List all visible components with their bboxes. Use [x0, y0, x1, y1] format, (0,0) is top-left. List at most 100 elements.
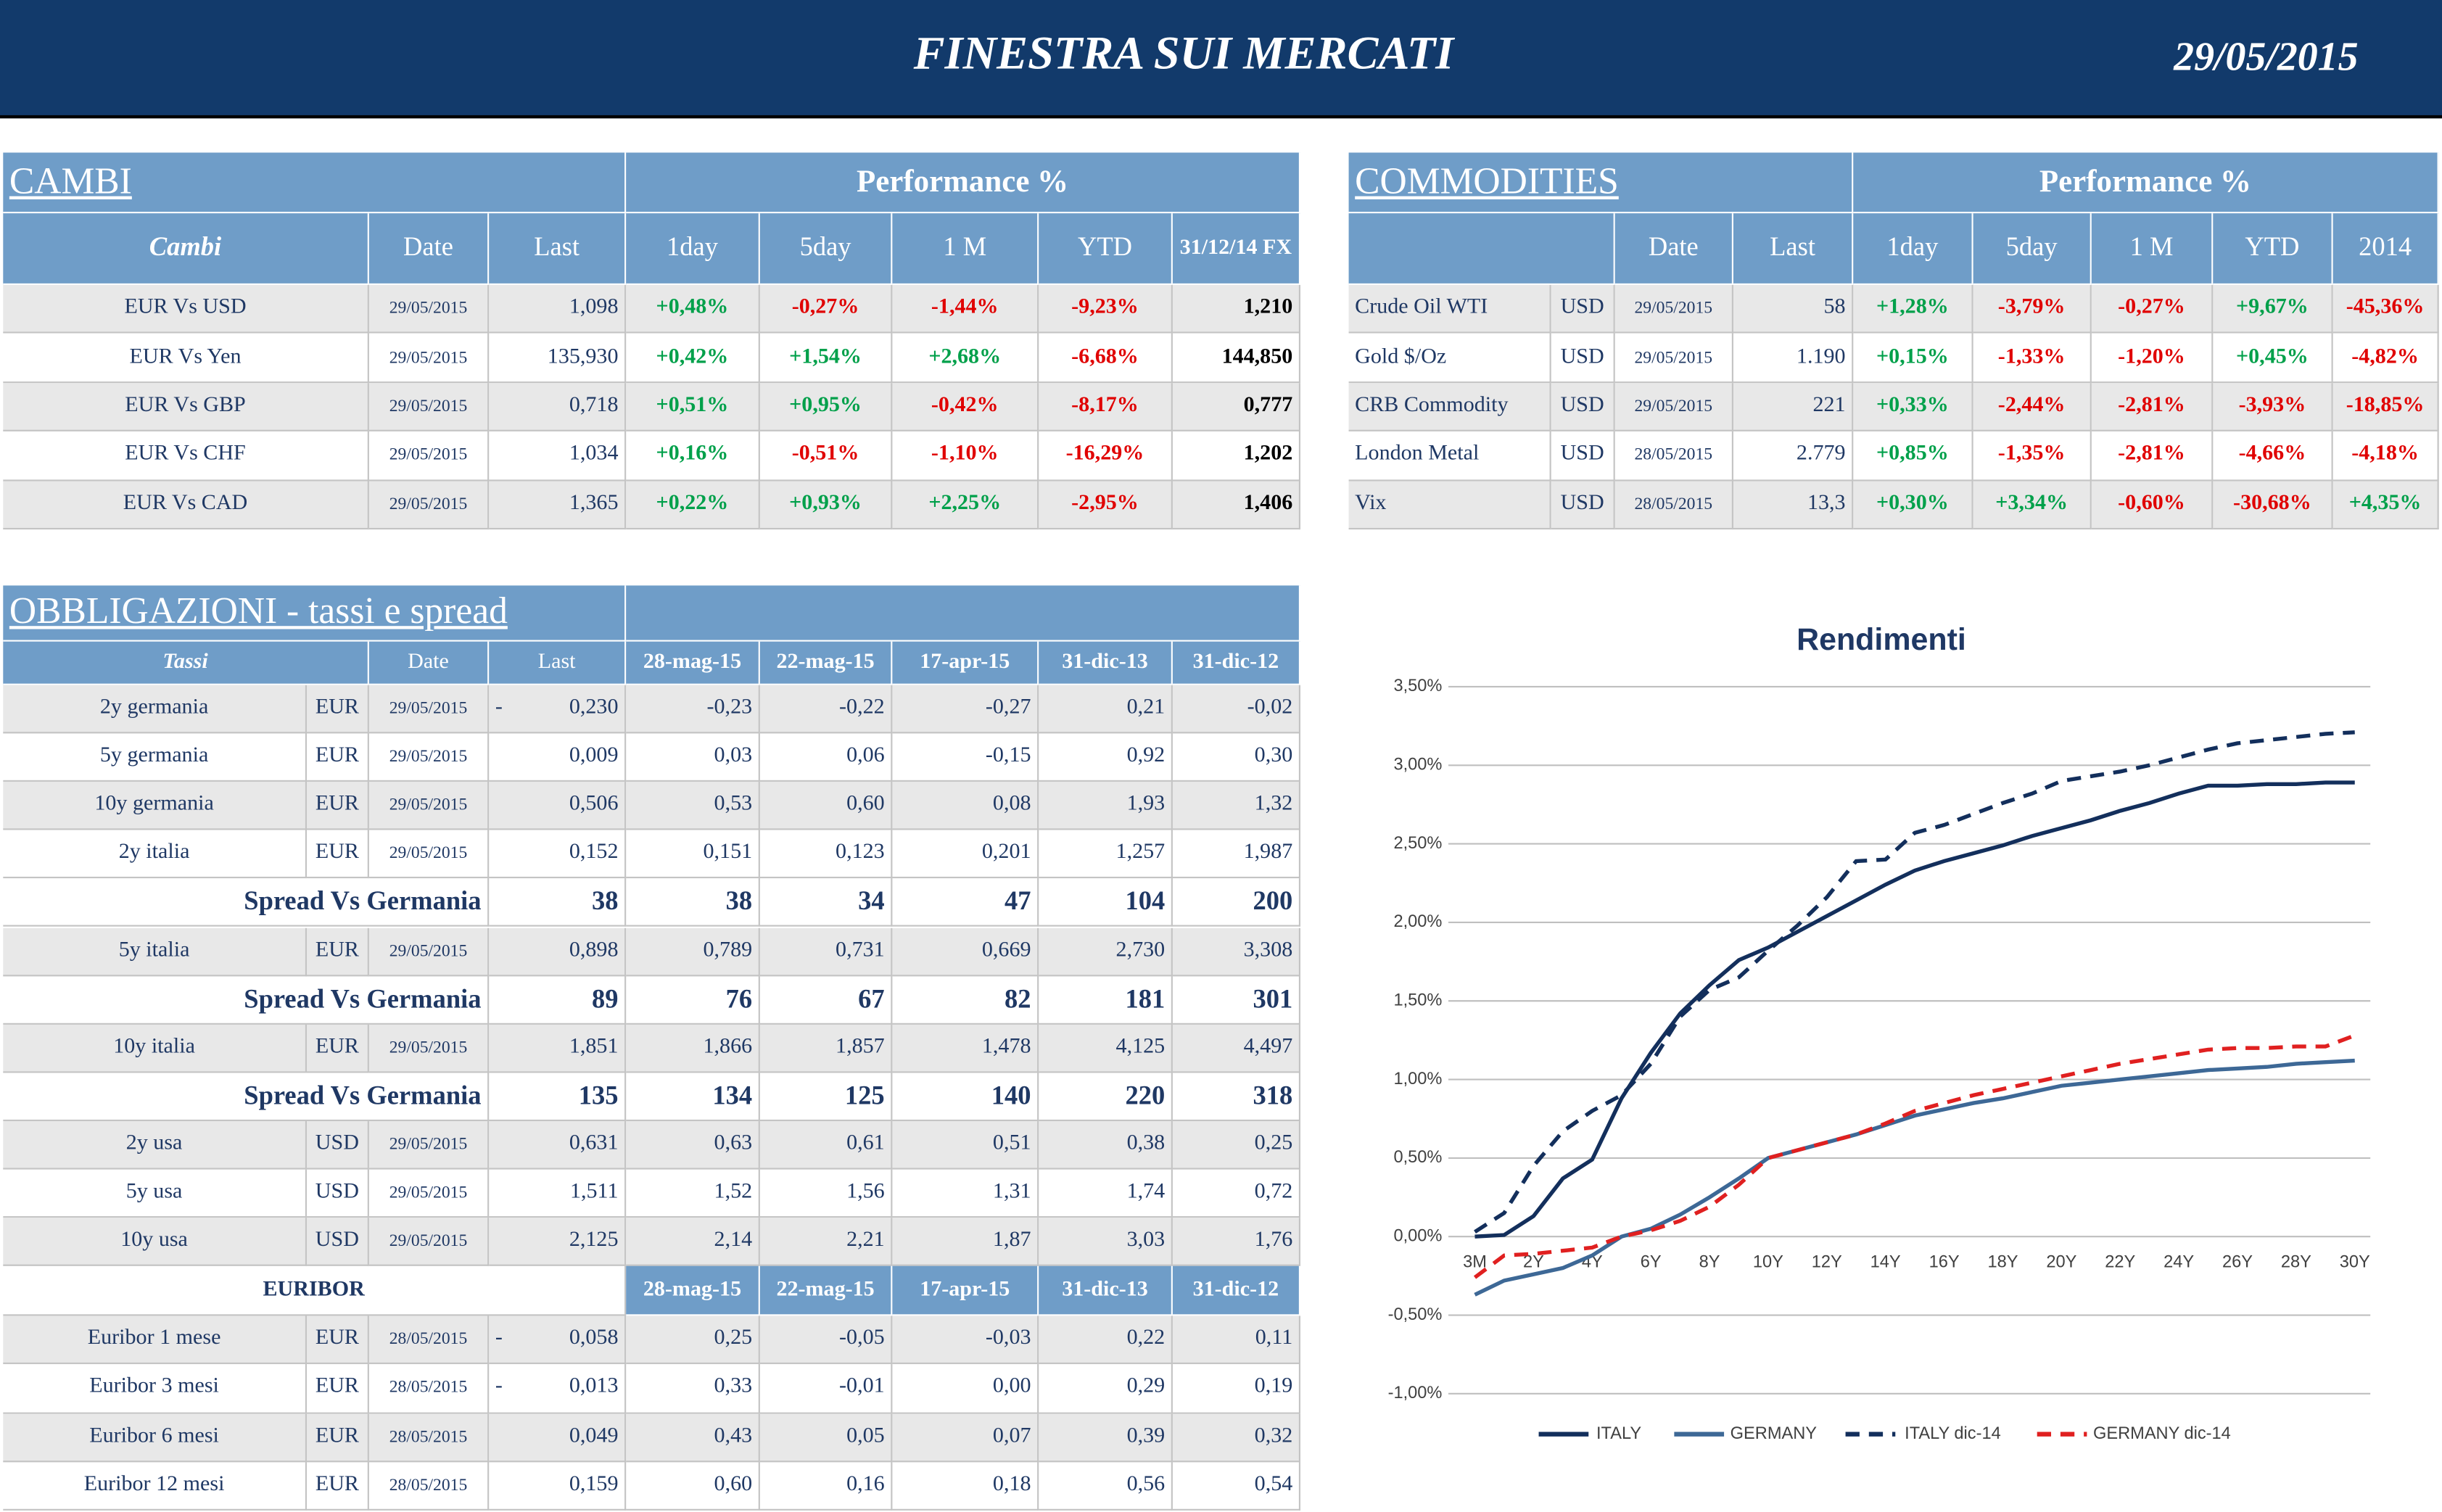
table-cell: 0,16 [759, 1462, 893, 1511]
column-header: Tassi [3, 641, 369, 685]
table-cell: 29/05/2015 [368, 382, 490, 432]
table-cell: EUR Vs Yen [3, 334, 369, 383]
x-tick-label: 20Y [2046, 1253, 2076, 1272]
table-cell: -0,42% [892, 382, 1039, 432]
column-header: 1 M [892, 213, 1039, 285]
x-tick-label: 26Y [2222, 1253, 2253, 1272]
spread-label: Spread Vs Germania [3, 975, 490, 1025]
table-cell: 89 [489, 975, 627, 1025]
table-cell: 2y italia [3, 830, 308, 879]
column-header: Date [1614, 213, 1733, 285]
table-cell: 29/05/2015 [1614, 284, 1733, 334]
table-cell: -45,36% [2332, 284, 2439, 334]
table-cell: 144,850 [1172, 334, 1301, 383]
table-cell: 0,30 [1172, 733, 1301, 782]
table-cell: 0,61 [759, 1120, 893, 1170]
table-cell: 0,058- [489, 1315, 627, 1365]
table-cell: 29/05/2015 [1614, 334, 1733, 383]
table-cell: 29/05/2015 [368, 830, 490, 879]
table-cell: +0,16% [626, 431, 760, 481]
table-cell: 0,08 [892, 782, 1039, 831]
table-cell: 1,406 [1172, 480, 1301, 530]
header-bar [0, 0, 2442, 119]
table-cell: 29/05/2015 [368, 1120, 490, 1170]
x-tick-label: 18Y [1987, 1253, 2018, 1272]
table-cell: -0,03 [892, 1315, 1039, 1365]
table-cell: 1,478 [892, 1024, 1039, 1073]
table-cell: -0,01 [759, 1364, 893, 1413]
table-cell: EUR [307, 1315, 369, 1365]
table-cell: 200 [1172, 878, 1301, 928]
table-cell: 0,92 [1039, 733, 1173, 782]
table-cell: +0,15% [1853, 334, 1973, 383]
table-cell: 1,32 [1172, 782, 1301, 831]
table-cell: 29/05/2015 [368, 1169, 490, 1218]
column-header: 1day [626, 213, 760, 285]
legend-label: ITALY [1596, 1424, 1641, 1443]
table-cell: +0,93% [759, 480, 893, 530]
column-header: Last [489, 641, 627, 685]
table-cell: 2,21 [759, 1218, 893, 1267]
table-cell: +9,67% [2213, 284, 2333, 334]
table-cell: 1,202 [1172, 431, 1301, 481]
sign: - [495, 1326, 503, 1351]
table-cell: 220 [1039, 1073, 1173, 1121]
table-cell: -0,22 [759, 685, 893, 734]
table-cell: 1,87 [892, 1218, 1039, 1267]
table-cell: 0,123 [759, 830, 893, 879]
table-cell: 0,39 [1039, 1413, 1173, 1463]
chart-title: Rendimenti [1797, 622, 1966, 657]
table-cell: -2,81% [2091, 431, 2214, 481]
y-tick-label: 2,00% [1393, 912, 1442, 931]
x-tick-label: 6Y [1641, 1253, 1662, 1272]
table-cell: +0,33% [1853, 382, 1973, 432]
column-header: YTD [2213, 213, 2333, 285]
table-cell: -9,23% [1039, 284, 1173, 334]
line-series [1474, 730, 2355, 1234]
table-cell: 3,308 [1172, 927, 1301, 976]
column-header: 2014 [2332, 213, 2439, 285]
table-cell: 1,93 [1039, 782, 1173, 831]
table-cell: +0,51% [626, 382, 760, 432]
y-tick-label: -0,50% [1388, 1305, 1443, 1324]
table-cell: 13,3 [1733, 480, 1854, 530]
x-tick-label: 30Y [2340, 1253, 2370, 1272]
table-cell: 0,049 [489, 1413, 627, 1463]
column-header: 22-mag-15 [759, 641, 893, 685]
table-cell: 0,63 [626, 1120, 760, 1170]
table-cell: Euribor 6 mesi [3, 1413, 308, 1463]
table-cell: +0,22% [626, 480, 760, 530]
sign: - [495, 1376, 503, 1400]
table-cell: Vix [1348, 480, 1551, 530]
table-cell: 0,898 [489, 927, 627, 976]
table-cell: 0,631 [489, 1120, 627, 1170]
column-header: 28-mag-15 [626, 641, 760, 685]
table-cell: -2,95% [1039, 480, 1173, 530]
table-cell: 0,25 [626, 1315, 760, 1365]
table-cell: -4,82% [2332, 334, 2439, 383]
table-cell: 318 [1172, 1073, 1301, 1121]
column-header: 31-dic-13 [1039, 641, 1173, 685]
column-header: 1day [1853, 213, 1973, 285]
table-cell: +3,34% [1973, 480, 2092, 530]
column-header: 1 M [2091, 213, 2214, 285]
legend-label: GERMANY [1731, 1424, 1818, 1443]
table-cell: EUR Vs GBP [3, 382, 369, 432]
table-cell: 181 [1039, 975, 1173, 1025]
table-cell: 134 [626, 1073, 760, 1121]
table-cell: Gold $/Oz [1348, 334, 1551, 383]
table-cell: 0,25 [1172, 1120, 1301, 1170]
table-cell: 0,789 [626, 927, 760, 976]
table-cell: 28/05/2015 [1614, 431, 1733, 481]
table-cell: 2y germania [3, 685, 308, 734]
table-cell: 1,74 [1039, 1169, 1173, 1218]
table-cell: 1,857 [759, 1024, 893, 1073]
table-cell: -0,15 [892, 733, 1039, 782]
table-cell: 0,03 [626, 733, 760, 782]
x-tick-label: 22Y [2105, 1253, 2135, 1272]
table-cell: 1,56 [759, 1169, 893, 1218]
table-cell: +0,42% [626, 334, 760, 383]
table-cell: Crude Oil WTI [1348, 284, 1551, 334]
table-cell: -0,27% [759, 284, 893, 334]
table-cell: +1,54% [759, 334, 893, 383]
